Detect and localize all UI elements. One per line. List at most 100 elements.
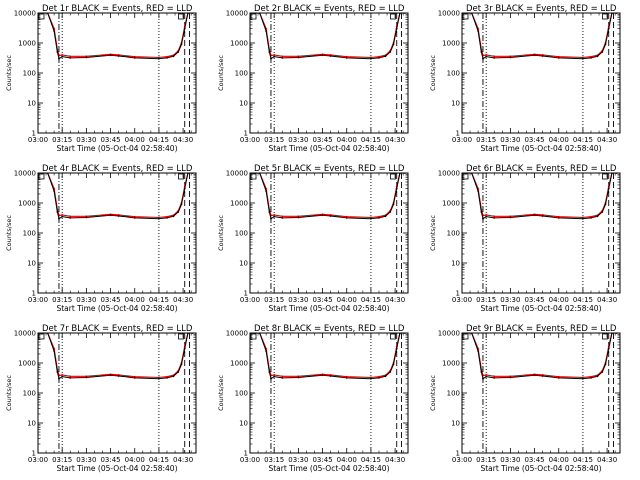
- data-point-events: [480, 371, 483, 373]
- y-tick-label: 1: [244, 130, 248, 138]
- data-point-events: [596, 215, 599, 218]
- data-point-events: [395, 187, 398, 190]
- x-tick-label: 03:00: [240, 456, 260, 464]
- y-tick-label: 1000: [230, 40, 248, 48]
- corner-marker-left: [250, 333, 257, 340]
- y-tick-label: 1000: [230, 200, 248, 208]
- x-axis-label: Start Time (05-Oct-04 02:58:40): [56, 144, 177, 153]
- x-axis-label: Start Time (05-Oct-04 02:58:40): [56, 464, 177, 473]
- y-tick-label: 10: [27, 420, 36, 428]
- x-tick-label: 04:00: [125, 136, 145, 144]
- data-point-events: [384, 215, 387, 218]
- corner-marker-left: [462, 333, 469, 340]
- data-point-events: [329, 55, 332, 57]
- y-tick-label: 10000: [14, 330, 36, 338]
- corner-marker-right: [602, 333, 608, 340]
- data-point-events: [533, 54, 536, 57]
- data-point-events: [265, 30, 268, 32]
- corner-marker-left: [462, 13, 469, 20]
- y-tick-label: 1000: [442, 200, 460, 208]
- panel-title: Det 7r BLACK = Events, RED = LLD: [42, 324, 193, 334]
- data-point-lld: [158, 216, 160, 219]
- data-point-lld: [158, 56, 160, 59]
- x-tick-label: 03:15: [52, 456, 72, 464]
- data-point-events: [596, 375, 599, 378]
- y-axis-label: Counts/sec: [429, 215, 437, 251]
- series-group: [462, 13, 618, 60]
- x-tick-label: 04:00: [337, 456, 357, 464]
- series-group: [462, 173, 618, 220]
- data-point-lld: [61, 54, 64, 56]
- data-point-events: [117, 215, 120, 217]
- data-point-events: [509, 56, 512, 59]
- data-point-events: [281, 216, 284, 219]
- data-point-events: [493, 216, 496, 219]
- y-tick-label: 100: [447, 390, 460, 398]
- x-tick-label: 04:00: [125, 296, 145, 304]
- data-point-events: [133, 376, 136, 379]
- y-tick-label: 100: [23, 390, 36, 398]
- data-point-events: [541, 375, 544, 377]
- data-point-events: [180, 363, 183, 366]
- x-tick-label: 03:45: [524, 296, 544, 304]
- x-tick-label: 03:45: [100, 456, 120, 464]
- data-point-events: [53, 190, 56, 192]
- y-tick-label: 100: [235, 230, 248, 238]
- x-tick-label: 04:15: [149, 136, 169, 144]
- plot-frame: [461, 12, 621, 134]
- data-point-events: [69, 376, 72, 379]
- data-point-events: [477, 190, 480, 192]
- corner-marker-left: [38, 13, 45, 20]
- data-point-lld: [582, 376, 584, 379]
- data-point-events: [329, 375, 332, 377]
- data-point-events: [53, 350, 56, 352]
- panel-3: Det 3r BLACK = Events, RED = LLD Counts/s…: [429, 4, 621, 153]
- x-tick-label: 04:15: [149, 296, 169, 304]
- data-point-events: [378, 376, 380, 379]
- data-point-events: [378, 56, 380, 59]
- x-tick-label: 03:30: [76, 136, 96, 144]
- plot-frame: [249, 332, 409, 454]
- data-point-events: [133, 216, 136, 219]
- data-point-events: [477, 30, 480, 32]
- series-line-lld: [462, 13, 617, 59]
- data-point-lld: [582, 56, 584, 59]
- panel-7: Det 7r BLACK = Events, RED = LLD Counts/s…: [5, 324, 197, 473]
- y-tick-label: 10000: [438, 330, 460, 338]
- x-tick-label: 04:15: [361, 136, 381, 144]
- series-line-events: [38, 13, 193, 60]
- data-point-events: [477, 350, 480, 352]
- x-tick-label: 04:00: [337, 136, 357, 144]
- x-tick-label: 03:30: [500, 296, 520, 304]
- y-tick-label: 10: [451, 260, 460, 268]
- panel-5: Det 5r BLACK = Events, RED = LLD Counts/s…: [217, 164, 409, 313]
- series-line-lld: [250, 333, 405, 379]
- data-point-events: [85, 56, 88, 59]
- data-point-events: [533, 214, 536, 217]
- y-tick-label: 10000: [438, 170, 460, 178]
- data-point-events: [480, 51, 483, 53]
- panel-4: Det 4r BLACK = Events, RED = LLD Counts/s…: [5, 164, 197, 313]
- data-point-events: [482, 217, 484, 220]
- x-tick-label: 03:30: [76, 456, 96, 464]
- series-line-lld: [462, 173, 617, 219]
- data-point-events: [345, 376, 348, 379]
- panel-title: Det 5r BLACK = Events, RED = LLD: [254, 164, 405, 174]
- data-point-events: [345, 216, 348, 219]
- panel-2: Det 2r BLACK = Events, RED = LLD Counts/s…: [217, 4, 409, 153]
- data-point-events: [557, 56, 560, 59]
- series-line-lld: [250, 13, 405, 59]
- y-tick-label: 10: [451, 100, 460, 108]
- x-tick-label: 04:00: [549, 136, 569, 144]
- x-tick-label: 03:00: [240, 296, 260, 304]
- data-point-lld: [61, 214, 64, 216]
- x-tick-label: 04:30: [385, 456, 405, 464]
- y-tick-label: 10000: [226, 10, 248, 18]
- data-point-events: [281, 56, 284, 59]
- data-point-events: [56, 51, 59, 53]
- x-tick-label: 04:00: [549, 456, 569, 464]
- data-point-events: [493, 56, 496, 59]
- data-point-events: [329, 215, 332, 217]
- data-point-events: [604, 363, 607, 366]
- corner-marker-right: [178, 333, 184, 340]
